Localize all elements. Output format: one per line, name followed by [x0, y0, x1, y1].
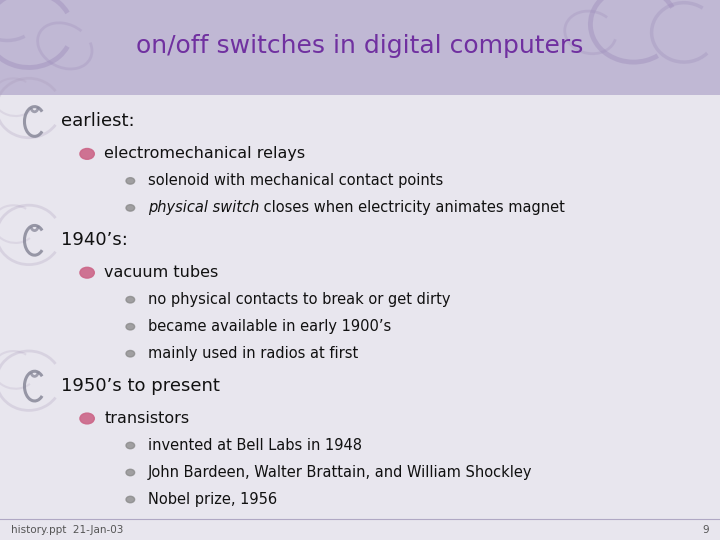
Text: mainly used in radios at first: mainly used in radios at first [148, 346, 358, 361]
Text: physical switch: physical switch [148, 200, 259, 215]
Text: electromechanical relays: electromechanical relays [104, 146, 305, 161]
Circle shape [80, 413, 94, 424]
Text: earliest:: earliest: [61, 112, 135, 131]
Text: history.ppt  21-Jan-03: history.ppt 21-Jan-03 [11, 525, 123, 535]
Text: Nobel prize, 1956: Nobel prize, 1956 [148, 492, 276, 507]
Bar [0, 0, 720, 94]
Circle shape [126, 469, 135, 476]
Text: invented at Bell Labs in 1948: invented at Bell Labs in 1948 [148, 438, 361, 453]
Circle shape [126, 350, 135, 357]
Circle shape [126, 296, 135, 303]
Text: closes when electricity animates magnet: closes when electricity animates magnet [259, 200, 565, 215]
Text: 1940’s:: 1940’s: [61, 231, 128, 249]
Text: solenoid with mechanical contact points: solenoid with mechanical contact points [148, 173, 443, 188]
Text: became available in early 1900’s: became available in early 1900’s [148, 319, 391, 334]
Circle shape [126, 323, 135, 330]
Text: vacuum tubes: vacuum tubes [104, 265, 219, 280]
Circle shape [126, 178, 135, 184]
Text: 1950’s to present: 1950’s to present [61, 377, 220, 395]
Text: on/off switches in digital computers: on/off switches in digital computers [136, 34, 584, 58]
Circle shape [80, 267, 94, 278]
Circle shape [126, 205, 135, 211]
Text: no physical contacts to break or get dirty: no physical contacts to break or get dir… [148, 292, 450, 307]
Circle shape [80, 148, 94, 159]
Text: John Bardeen, Walter Brattain, and William Shockley: John Bardeen, Walter Brattain, and Willi… [148, 465, 532, 480]
Text: transistors: transistors [104, 411, 189, 426]
Text: 9: 9 [703, 525, 709, 535]
Circle shape [126, 442, 135, 449]
Circle shape [126, 496, 135, 503]
